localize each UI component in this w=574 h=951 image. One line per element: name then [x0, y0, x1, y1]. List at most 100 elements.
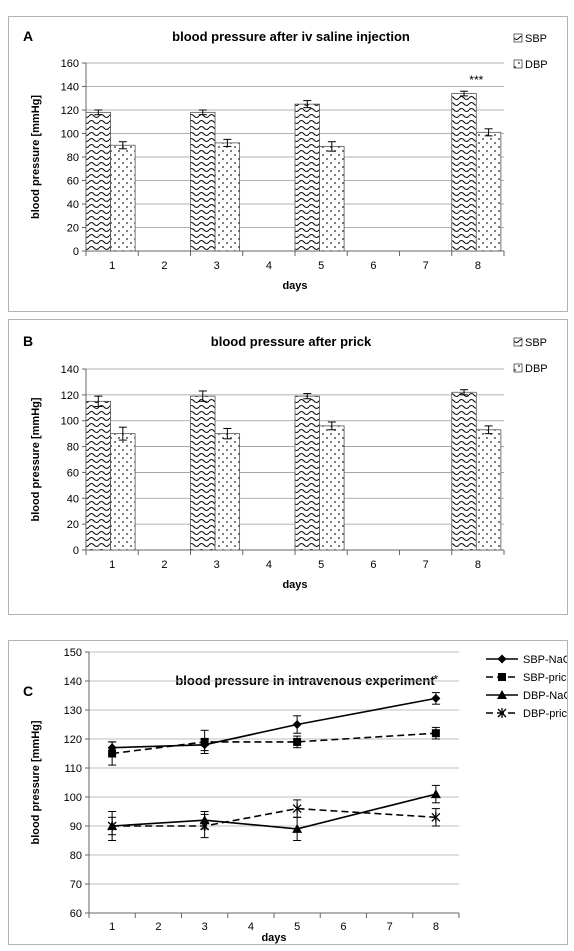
- y-tick-label: 0: [73, 246, 79, 258]
- line-sbp-nacl: [112, 697, 437, 749]
- bar-sbp-day-1: [85, 400, 111, 551]
- x-tick-label: 5: [294, 921, 300, 933]
- y-tick-label: 0: [73, 545, 79, 557]
- x-tick-label: 2: [161, 260, 167, 272]
- bar-dbp-day-3: [214, 433, 241, 551]
- legend-swatch-sbp: [513, 337, 523, 347]
- x-tick-label: 4: [266, 559, 272, 571]
- marker-sbp-nacl-day-8: [431, 693, 441, 703]
- x-tick-label: 8: [433, 921, 439, 933]
- legend-swatch-sbp: [513, 33, 523, 43]
- legend-label-dbp: DBP: [525, 59, 548, 71]
- y-tick-label: 20: [67, 223, 79, 235]
- y-tick-label: 20: [67, 519, 79, 531]
- panel-letter: A: [23, 28, 33, 44]
- bar-dbp-day-5: [319, 425, 345, 551]
- y-tick-label: 140: [64, 676, 82, 688]
- x-tick-label: 6: [370, 260, 376, 272]
- y-tick-label: 100: [61, 129, 79, 141]
- panel-letter: B: [23, 333, 33, 349]
- y-tick-label: 120: [64, 734, 82, 746]
- legend-label-sbp-prick: SBP-prick: [523, 672, 567, 684]
- legend-swatch-dbp: [513, 59, 523, 69]
- y-tick-label: 70: [70, 879, 82, 891]
- x-tick-label: 7: [387, 921, 393, 933]
- x-axis-label: days: [261, 932, 286, 944]
- y-tick-label: 60: [70, 908, 82, 920]
- y-tick-label: 40: [67, 493, 79, 505]
- y-tick-label: 100: [64, 792, 82, 804]
- y-tick-label: 60: [67, 176, 79, 188]
- bar-sbp-day-1: [85, 111, 111, 252]
- legend-label-sbp-nacl: SBP-NaCl: [523, 654, 567, 666]
- marker-sbp-prick-day-3: [200, 737, 209, 746]
- legend-marker-sbp-prick: [498, 673, 506, 681]
- bar-dbp-day-8: [475, 429, 502, 551]
- legend-swatch-dbp: [513, 363, 523, 373]
- x-tick-label: 4: [248, 921, 254, 933]
- legend-marker-sbp-nacl: [497, 654, 507, 664]
- y-tick-label: 140: [61, 82, 79, 94]
- y-tick-label: 100: [61, 416, 79, 428]
- significance-marker: ***: [469, 73, 483, 87]
- marker-sbp-prick-day-8: [431, 729, 440, 738]
- line-dbp-prick: [112, 807, 436, 827]
- x-tick-label: 6: [340, 921, 346, 933]
- x-tick-label: 7: [423, 260, 429, 272]
- marker-dbp-nacl-day-5: [292, 823, 303, 833]
- y-tick-label: 150: [64, 647, 82, 659]
- x-tick-label: 2: [161, 559, 167, 571]
- x-tick-label: 3: [214, 559, 220, 571]
- x-axis-label: days: [282, 579, 307, 591]
- bar-dbp-day-3: [214, 142, 241, 252]
- marker-dbp-prick-day-3: [200, 821, 210, 831]
- bar-sbp-day-5: [294, 395, 320, 551]
- marker-dbp-prick-day-1: [107, 821, 117, 831]
- x-tick-label: 8: [475, 260, 481, 272]
- bar-sbp-day-3: [190, 111, 216, 252]
- y-tick-label: 130: [64, 705, 82, 717]
- legend-label-dbp-nacl: DBP-NaCl: [523, 690, 567, 702]
- marker-sbp-nacl-day-5: [292, 720, 302, 729]
- x-tick-label: 4: [266, 260, 272, 272]
- x-tick-label: 2: [155, 921, 161, 933]
- x-tick-label: 7: [423, 559, 429, 571]
- significance-marker: *: [434, 673, 439, 687]
- bar-sbp-day-8: [451, 93, 477, 252]
- bar-dbp-day-1: [110, 433, 136, 551]
- y-tick-label: 80: [67, 152, 79, 164]
- y-tick-label: 40: [67, 199, 79, 211]
- marker-dbp-nacl-day-8: [430, 789, 441, 799]
- line-dbp-nacl: [112, 793, 437, 830]
- marker-dbp-prick-day-5: [292, 803, 302, 814]
- x-tick-label: 5: [318, 260, 324, 272]
- x-tick-label: 1: [109, 559, 115, 571]
- y-axis-label: blood pressure [mmHg]: [30, 720, 42, 844]
- bar-dbp-day-1: [110, 144, 136, 252]
- x-tick-label: 6: [370, 559, 376, 571]
- legend-label-dbp-prick: DBP-prick: [523, 708, 567, 720]
- x-tick-label: 1: [109, 260, 115, 272]
- marker-dbp-prick-day-8: [431, 812, 441, 823]
- marker-sbp-prick-day-5: [293, 737, 302, 746]
- bar-sbp-day-3: [190, 395, 216, 551]
- y-tick-label: 120: [61, 105, 79, 117]
- chart-title: blood pressure in intravenous experiment: [175, 673, 435, 688]
- y-axis-label: blood pressure [mmHg]: [30, 397, 42, 521]
- x-tick-label: 1: [109, 921, 115, 933]
- chart-title: blood pressure after iv saline injection: [172, 29, 410, 44]
- legend-label-dbp: DBP: [525, 363, 548, 375]
- x-tick-label: 3: [202, 921, 208, 933]
- y-axis-label: blood pressure [mmHg]: [30, 95, 42, 219]
- legend-marker-dbp-nacl: [497, 690, 507, 699]
- y-tick-label: 60: [67, 467, 79, 479]
- legend-marker-dbp-prick: [497, 708, 507, 718]
- bar-sbp-day-8: [451, 391, 477, 551]
- x-tick-label: 3: [214, 260, 220, 272]
- y-tick-label: 120: [61, 390, 79, 402]
